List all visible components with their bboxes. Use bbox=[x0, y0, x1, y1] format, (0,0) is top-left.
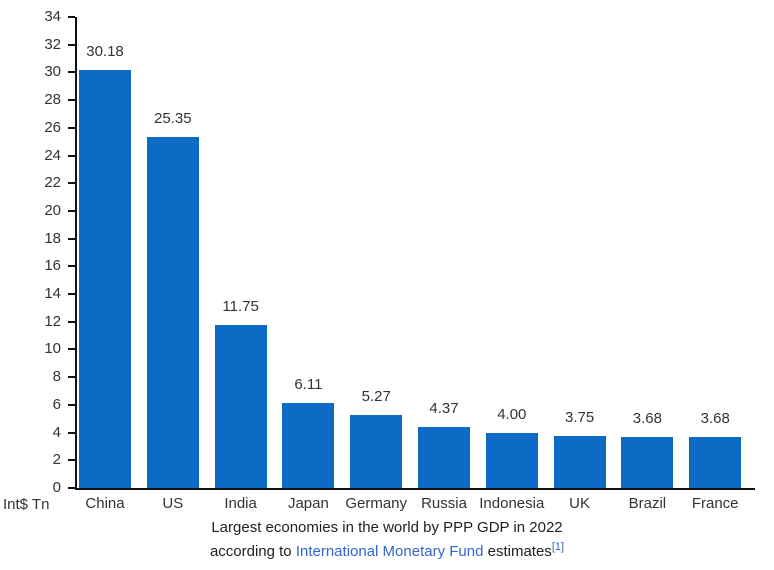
y-tick-mark bbox=[68, 71, 75, 74]
bar-slot-us: 25.35 US bbox=[145, 17, 213, 512]
y-tick-mark bbox=[68, 293, 75, 296]
y-tick-label: 28 bbox=[44, 91, 61, 109]
imf-link[interactable]: International Monetary Fund bbox=[295, 543, 484, 560]
plot-area: 0 2 4 6 8 10 12 14 16 18 20 22 24 26 28 30 32 34 30.18 Chi… bbox=[44, 8, 755, 512]
bar-slot-japan: 6.11 Japan bbox=[280, 17, 348, 512]
bar-indonesia bbox=[485, 432, 538, 488]
value-label-russia: 4.37 bbox=[429, 400, 459, 418]
caption-line-2-suffix: estimates bbox=[483, 543, 552, 560]
y-tick-label: 26 bbox=[44, 118, 61, 136]
value-label-france: 3.68 bbox=[700, 410, 730, 428]
y-tick-label: 10 bbox=[44, 340, 61, 358]
bar-slot-germany: 5.27 Germany bbox=[345, 17, 416, 512]
bar-japan bbox=[282, 403, 335, 488]
y-tick-mark bbox=[68, 459, 75, 462]
y-tick-mark bbox=[68, 126, 75, 129]
y-axis-unit-label: Int$ Tn bbox=[3, 496, 50, 513]
y-tick-label: 2 bbox=[52, 451, 61, 469]
bar-slot-china: 30.18 China bbox=[77, 17, 145, 512]
y-tick-label: 32 bbox=[44, 35, 61, 53]
y-tick-mark bbox=[68, 182, 75, 185]
value-label-germany: 5.27 bbox=[361, 388, 391, 405]
bar-us bbox=[146, 136, 199, 488]
x-category-label-indonesia: Indonesia bbox=[479, 495, 545, 512]
y-tick-label: 0 bbox=[52, 479, 61, 496]
chart-caption: Largest economies in the world by PPP GD… bbox=[0, 516, 774, 564]
x-category-label-germany: Germany bbox=[345, 495, 408, 512]
value-label-indonesia: 4.00 bbox=[497, 405, 527, 423]
caption-line-2-prefix: according to bbox=[209, 543, 296, 560]
y-tick-label: 30 bbox=[44, 63, 61, 81]
value-label-uk: 3.75 bbox=[564, 409, 595, 427]
y-tick-mark bbox=[68, 487, 75, 489]
bar-china bbox=[79, 69, 131, 488]
y-tick-label: 20 bbox=[44, 201, 61, 219]
bar-slot-russia: 4.37 Russia bbox=[416, 17, 484, 512]
bar-germany bbox=[350, 415, 403, 488]
y-tick-mark bbox=[68, 43, 75, 46]
y-tick-mark bbox=[68, 99, 75, 102]
value-label-china: 30.18 bbox=[86, 42, 124, 60]
y-tick-mark bbox=[68, 154, 75, 157]
y-tick-mark bbox=[68, 376, 75, 379]
y-tick-mark bbox=[68, 348, 75, 351]
y-tick-label: 34 bbox=[44, 8, 61, 25]
y-tick-label: 12 bbox=[44, 312, 61, 330]
y-tick-label: 16 bbox=[44, 257, 61, 275]
y-tick-mark bbox=[68, 16, 75, 18]
x-category-label-uk: UK bbox=[569, 495, 591, 512]
reference-superscript: [1] bbox=[552, 541, 564, 553]
bar-brazil bbox=[621, 437, 674, 488]
reference-link[interactable]: [1] bbox=[551, 541, 565, 553]
bar-slot-uk: 3.75 UK bbox=[552, 17, 620, 512]
value-label-india: 11.75 bbox=[222, 298, 259, 316]
y-tick-label: 6 bbox=[52, 395, 61, 413]
value-label-us: 25.35 bbox=[154, 109, 192, 127]
y-tick-mark bbox=[68, 265, 75, 268]
x-category-label-india: India bbox=[224, 495, 257, 512]
caption-line-2: according to International Monetary Fund… bbox=[0, 540, 774, 564]
value-label-japan: 6.11 bbox=[294, 376, 323, 394]
bar-slot-france: 3.68 France bbox=[687, 17, 755, 512]
y-tick-label: 14 bbox=[44, 285, 61, 303]
bar-slot-brazil: 3.68 Brazil bbox=[619, 17, 687, 512]
bar-uk bbox=[553, 436, 606, 488]
bar-slot-indonesia: 4.00 Indonesia bbox=[479, 17, 552, 512]
bar-russia bbox=[418, 427, 470, 488]
caption-line-1: Largest economies in the world by PPP GD… bbox=[211, 519, 563, 536]
x-category-label-brazil: Brazil bbox=[628, 495, 667, 512]
y-tick-mark bbox=[68, 209, 75, 212]
x-category-label-russia: Russia bbox=[421, 495, 467, 512]
x-category-label-japan: Japan bbox=[287, 495, 329, 512]
x-category-label-china: China bbox=[85, 495, 125, 512]
y-tick-label: 24 bbox=[44, 146, 61, 164]
y-tick-label: 4 bbox=[52, 423, 61, 441]
y-tick-label: 18 bbox=[44, 229, 61, 247]
bar-slot-india: 11.75 India bbox=[213, 17, 281, 512]
y-tick-mark bbox=[68, 403, 75, 406]
bar-india bbox=[214, 325, 267, 488]
y-tick-mark bbox=[68, 431, 75, 434]
x-category-label-us: US bbox=[162, 495, 184, 512]
x-category-label-france: France bbox=[691, 495, 739, 512]
y-tick-mark bbox=[68, 320, 75, 323]
value-label-brazil: 3.68 bbox=[632, 410, 662, 428]
y-tick-label: 8 bbox=[52, 368, 61, 386]
y-tick-mark bbox=[68, 237, 75, 240]
y-tick-label: 22 bbox=[44, 174, 61, 192]
bar-france bbox=[689, 437, 742, 488]
ppp-gdp-bar-chart: 0 2 4 6 8 10 12 14 16 18 20 22 24 26 28 30 32 34 30.18 Chi… bbox=[3, 8, 755, 513]
